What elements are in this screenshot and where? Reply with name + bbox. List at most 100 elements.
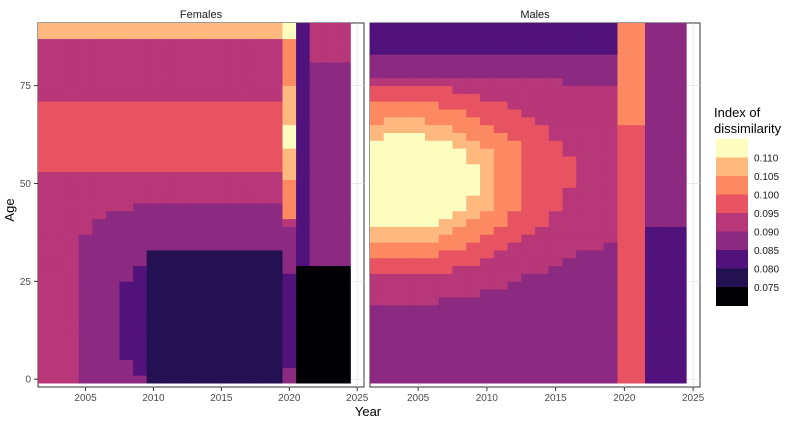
heat-cell	[397, 69, 412, 79]
heat-cell	[672, 336, 687, 345]
heat-cell	[92, 226, 107, 235]
heat-cell	[576, 30, 591, 40]
heat-cell	[411, 187, 426, 196]
heat-cell	[214, 203, 229, 212]
heat-cell	[119, 195, 134, 204]
heat-cell	[65, 179, 80, 188]
heat-cell	[65, 85, 80, 94]
heat-cell	[241, 257, 256, 267]
heat-cell	[603, 375, 618, 384]
heat-cell	[493, 109, 508, 118]
heat-cell	[268, 140, 283, 149]
heat-cell	[590, 171, 605, 180]
heat-cell	[645, 289, 660, 298]
heat-cell	[38, 195, 52, 204]
heat-cell	[535, 156, 550, 165]
heat-cell	[590, 195, 605, 204]
heat-cell	[92, 69, 107, 79]
heat-cell	[603, 23, 618, 32]
heat-cell	[603, 187, 618, 196]
heat-cell	[658, 109, 673, 118]
heat-cell	[562, 359, 577, 368]
x-tick-label: 2025	[682, 393, 705, 404]
heat-cell	[65, 69, 80, 79]
heat-cell	[493, 148, 508, 157]
heat-cell	[397, 77, 412, 87]
heat-cell	[51, 124, 66, 133]
heat-cell	[425, 203, 440, 212]
heat-cell	[466, 265, 481, 274]
heat-cell	[370, 156, 385, 165]
heat-cell	[146, 140, 161, 149]
heat-cell	[228, 250, 243, 259]
heat-cell	[521, 234, 536, 243]
heat-cell	[535, 242, 550, 251]
heat-cell	[603, 218, 618, 227]
heat-cell	[119, 54, 134, 63]
heat-cell	[214, 312, 229, 321]
heat-cell	[38, 179, 52, 188]
heat-cell	[521, 320, 536, 329]
heat-cell	[146, 195, 161, 204]
heat-cell	[268, 351, 283, 360]
heat-cell	[38, 242, 52, 251]
heat-cell	[336, 265, 351, 274]
heat-cell	[383, 312, 398, 321]
heat-cell	[323, 148, 338, 157]
heat-cell	[309, 250, 324, 259]
heat-cell	[133, 23, 148, 32]
heat-cell	[383, 54, 398, 63]
heat-cell	[425, 210, 440, 220]
heat-cell	[507, 203, 522, 212]
heat-cell	[65, 289, 80, 298]
heat-cell	[133, 203, 148, 212]
heat-cell	[282, 375, 297, 384]
heat-cell	[383, 296, 398, 306]
heat-cell	[214, 250, 229, 259]
heat-cell	[201, 250, 215, 259]
heat-cell	[296, 109, 311, 118]
heat-cell	[370, 101, 385, 110]
heat-cell	[576, 328, 591, 337]
heat-cell	[645, 46, 660, 55]
heat-cell	[268, 109, 283, 118]
heat-cell	[38, 23, 52, 32]
heat-cell	[78, 289, 93, 298]
heat-cell	[548, 163, 563, 173]
heat-cell	[268, 336, 283, 345]
heat-cell	[268, 289, 283, 298]
heat-cell	[603, 250, 618, 259]
heat-cell	[255, 234, 270, 243]
heat-cell	[187, 289, 202, 298]
heat-cell	[160, 226, 175, 235]
heat-cell	[146, 281, 161, 290]
heat-cell	[323, 257, 338, 267]
heat-cell	[397, 179, 412, 188]
heat-cell	[466, 257, 481, 267]
heat-cell	[51, 109, 66, 118]
heat-cell	[92, 242, 107, 251]
heat-cell	[411, 101, 426, 110]
heat-cell	[282, 257, 297, 267]
heat-cell	[282, 187, 297, 196]
heat-cell	[214, 218, 229, 227]
heat-cell	[466, 320, 481, 329]
heat-cell	[268, 312, 283, 321]
heat-cell	[160, 273, 175, 282]
heat-cell	[425, 30, 440, 40]
heat-cell	[92, 257, 107, 267]
heat-cell	[160, 359, 175, 368]
heat-cell	[493, 23, 508, 32]
heat-cell	[105, 30, 120, 40]
heat-cell	[228, 242, 243, 251]
heat-cell	[187, 281, 202, 290]
heat-cell	[438, 296, 453, 306]
heat-cell	[323, 23, 338, 32]
heat-cell	[466, 304, 481, 314]
heat-cell	[51, 281, 66, 290]
heat-cell	[78, 359, 93, 368]
heat-cell	[65, 336, 80, 345]
heat-cell	[78, 140, 93, 149]
heat-cell	[255, 109, 270, 118]
